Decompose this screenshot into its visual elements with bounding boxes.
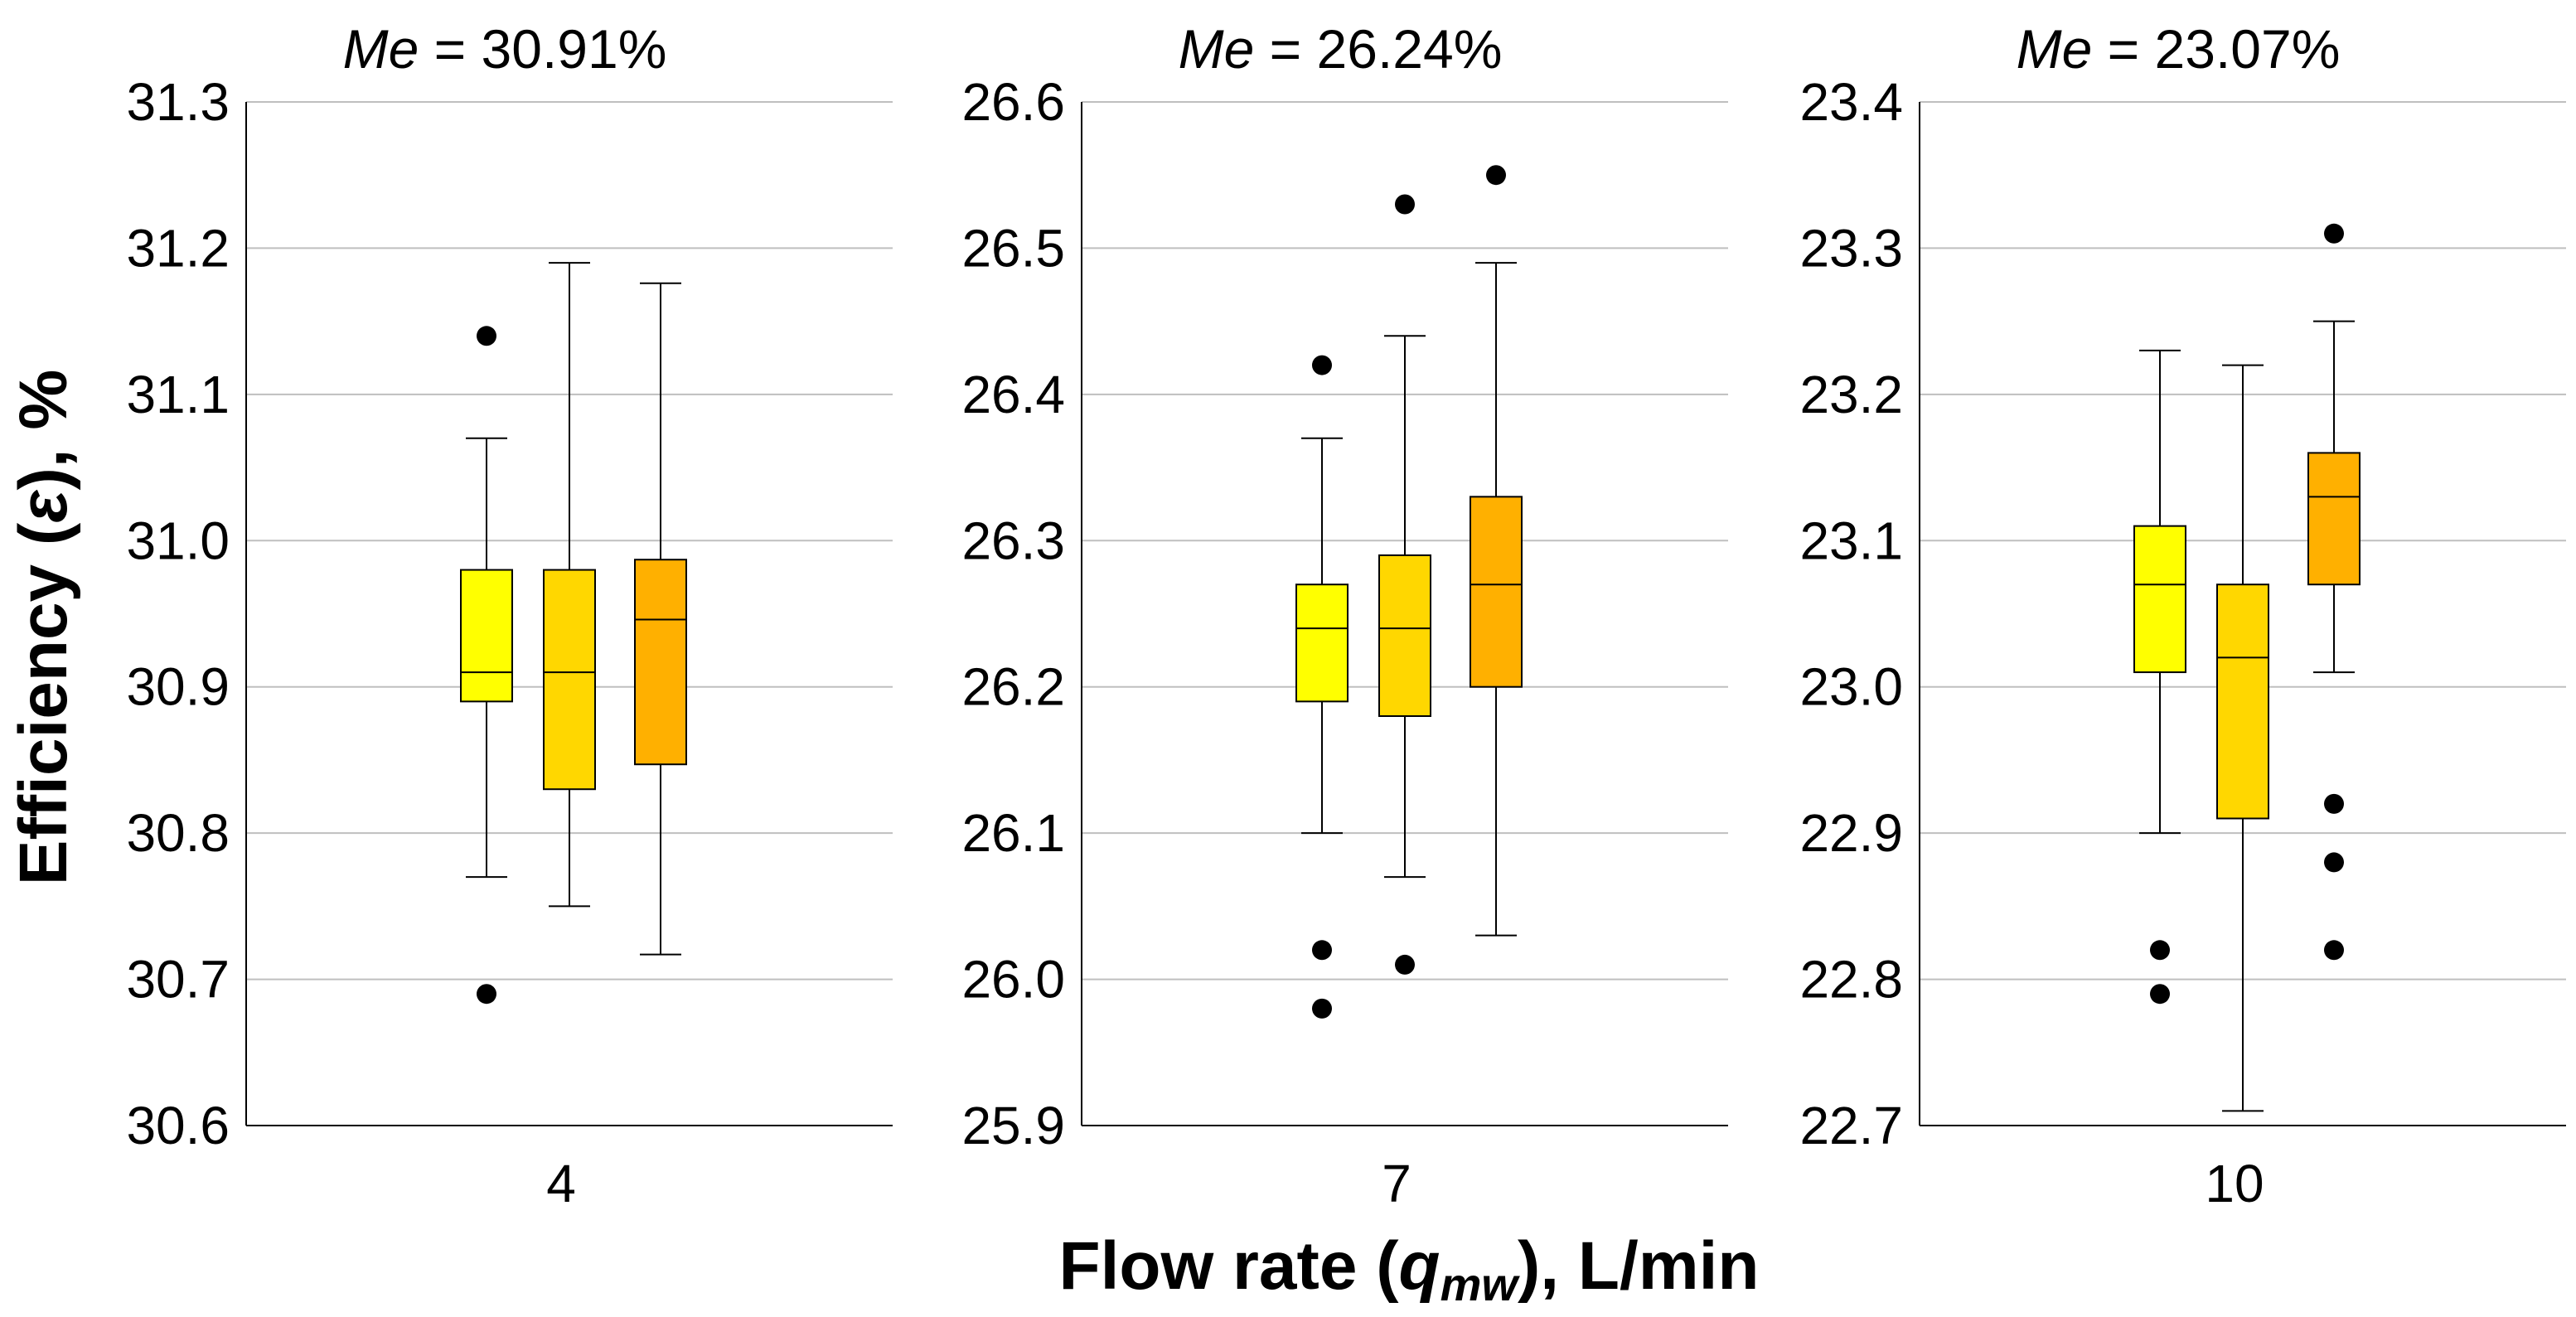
y-tick-label: 30.6 [126,1096,230,1155]
y-tick-label: 26.5 [961,218,1065,278]
box-iqr [1378,554,1431,718]
panel-title-value: = 26.24% [1254,18,1502,80]
outlier-point [477,984,496,1005]
x-axis-label-symbol: q [1399,1228,1441,1304]
box-2 [1378,194,1431,975]
box-iqr [634,559,687,766]
y-axis-label-symbol: ε [6,490,81,523]
outlier-point [1312,998,1332,1019]
panel-title: Me = 26.24% [1179,18,1503,80]
box-iqr [1295,583,1349,703]
outlier-point [1312,940,1332,961]
outlier-point [2324,852,2344,873]
y-tick-label: 26.3 [961,511,1065,570]
outlier-point [2324,940,2344,961]
panel-title-value: = 23.07% [2092,18,2340,80]
x-tick-label: 4 [546,1154,576,1213]
panel-title: Me = 23.07% [2017,18,2341,80]
y-axis-label-tail: ), % [6,370,81,491]
box-iqr [543,569,596,791]
y-tick-label: 23.4 [1799,72,1903,132]
panel-10: 22.7 22.8 22.9 23.0 23.1 23.2 23.3 23.4 Me = 23.… [1799,18,2566,1213]
y-tick-label: 22.7 [1799,1096,1903,1155]
box-iqr [2307,452,2361,586]
panel-title-prefix: Me [1179,18,1255,80]
box-1 [2133,349,2186,1005]
y-tick-label: 22.8 [1799,950,1903,1010]
panel-title-prefix: Me [343,18,419,80]
box-1 [1295,355,1349,1019]
panel-title-prefix: Me [2017,18,2093,80]
outlier-point [1395,194,1415,215]
box-iqr [2216,583,2269,820]
y-tick-label: 31.0 [126,511,230,570]
y-tick-label: 30.7 [126,950,230,1010]
y-tick-label: 22.9 [1799,803,1903,863]
x-axis-label: Flow rate (qmw), L/min [1058,1228,1759,1310]
y-tick-label: 31.3 [126,72,230,132]
panel-title-value: = 30.91% [419,18,666,80]
box-iqr [1470,496,1523,688]
y-tick-label: 31.2 [126,218,230,278]
y-tick-label: 26.2 [961,657,1065,717]
y-tick-label: 30.9 [126,657,230,717]
box-3 [1470,165,1523,937]
outlier-point [2324,793,2344,814]
y-tick-label: 26.1 [961,803,1065,863]
y-axis-label-main: Efficiency ( [6,522,81,885]
x-axis-label-main: Flow rate ( [1058,1228,1399,1304]
box-2 [543,262,596,908]
y-tick-label: 23.2 [1799,365,1903,424]
box-iqr [2133,525,2186,674]
outlier-point [1486,165,1506,186]
box-2 [2216,364,2269,1112]
box-3 [634,282,687,956]
outlier-point [1312,355,1332,375]
y-tick-label: 25.9 [961,1096,1065,1155]
panel-4: 30.6 30.7 30.8 30.9 31.0 31.1 31.2 31.3 Me = 30.… [126,18,893,1213]
x-axis-label-sub: mw [1441,1258,1521,1310]
y-axis-label: Efficiency (ε), % [6,370,81,886]
box-iqr [460,569,513,703]
outlier-point [2150,984,2170,1005]
panel-7: 25.9 26.0 26.1 26.2 26.3 26.4 26.5 26.6 Me = 26.… [961,18,1728,1213]
outlier-point [1395,954,1415,975]
x-tick-label: 7 [1382,1154,1411,1213]
y-tick-label: 26.6 [961,72,1065,132]
y-tick-label: 23.1 [1799,511,1903,570]
outlier-point [477,326,496,346]
y-tick-label: 31.1 [126,365,230,424]
y-tick-label: 26.0 [961,950,1065,1010]
x-tick-label: 10 [2205,1154,2264,1213]
outlier-point [2150,940,2170,961]
y-tick-label: 23.0 [1799,657,1903,717]
y-tick-label: 23.3 [1799,218,1903,278]
y-tick-label: 26.4 [961,365,1065,424]
y-tick-label: 30.8 [126,803,230,863]
outlier-point [2324,223,2344,244]
x-axis-label-tail: ), L/min [1518,1228,1760,1304]
box-3 [2307,223,2361,961]
box-1 [460,326,513,1005]
panel-title: Me = 30.91% [343,18,667,80]
